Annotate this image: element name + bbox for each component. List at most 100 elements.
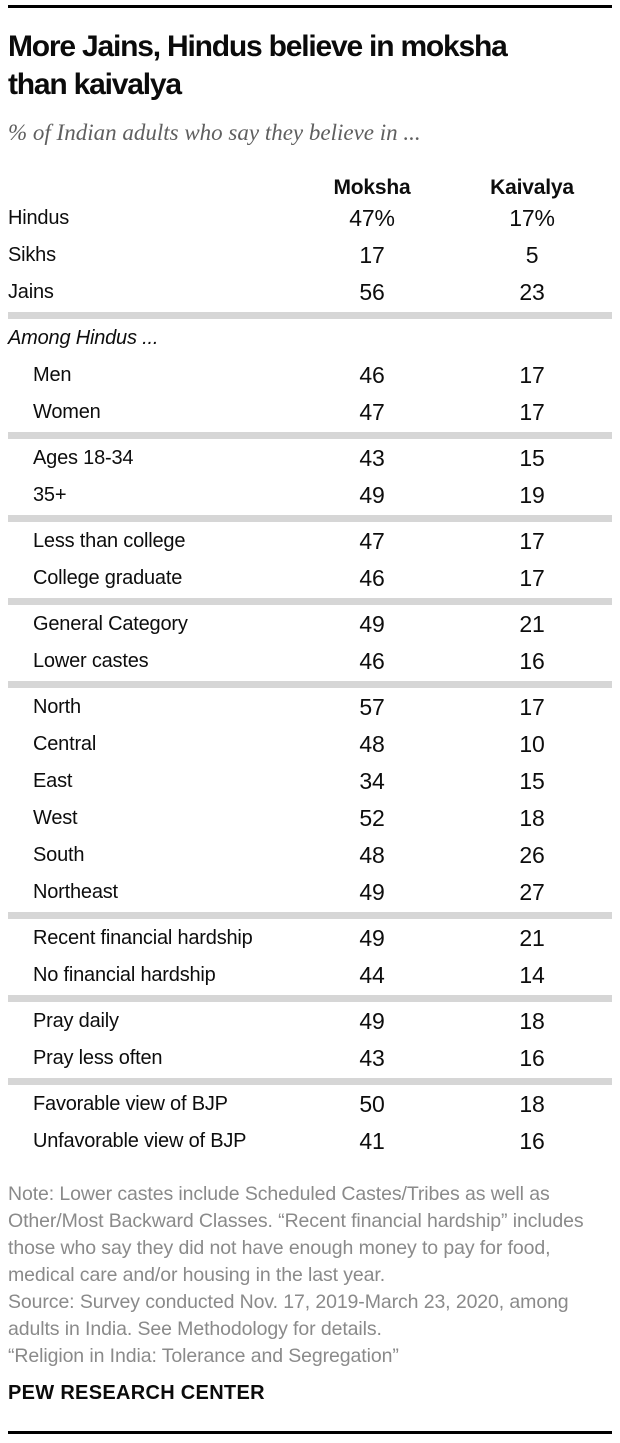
table-header-row: Moksha Kaivalya bbox=[8, 174, 612, 200]
moksha-value: 52 bbox=[359, 805, 385, 831]
moksha-value: 43 bbox=[359, 1045, 385, 1071]
row-label: Women bbox=[33, 401, 101, 423]
footnotes: Note: Lower castes include Scheduled Cas… bbox=[8, 1181, 612, 1370]
row-label: Unfavorable view of BJP bbox=[33, 1130, 247, 1152]
top-rule bbox=[8, 5, 612, 8]
moksha-value: 46 bbox=[359, 362, 385, 388]
table-row-north: North 57 17 bbox=[8, 689, 612, 726]
row-label: Northeast bbox=[33, 881, 118, 903]
kaivalya-value: 18 bbox=[519, 1008, 545, 1034]
data-table: Moksha Kaivalya Hindus 47% 17% Sikhs 17 … bbox=[8, 174, 612, 1160]
moksha-value: 43 bbox=[359, 445, 385, 471]
table-row-northeast: Northeast 49 27 bbox=[8, 874, 612, 911]
moksha-value: 47 bbox=[359, 399, 385, 425]
table-row-pray-daily: Pray daily 49 18 bbox=[8, 1003, 612, 1040]
row-label: Recent financial hardship bbox=[33, 927, 253, 949]
row-label: Pray daily bbox=[33, 1010, 119, 1032]
row-label: Jains bbox=[8, 281, 54, 303]
report-title-text: “Religion in India: Tolerance and Segreg… bbox=[8, 1345, 399, 1367]
section-divider bbox=[8, 681, 612, 688]
kaivalya-value: 18 bbox=[519, 1091, 545, 1117]
moksha-value: 47 bbox=[359, 528, 385, 554]
moksha-value: 49 bbox=[359, 482, 385, 508]
section-divider bbox=[8, 1078, 612, 1085]
kaivalya-value: 17% bbox=[509, 205, 555, 231]
table-row-general-category: General Category 49 21 bbox=[8, 606, 612, 643]
kaivalya-value: 17 bbox=[519, 694, 545, 720]
kaivalya-value: 23 bbox=[519, 279, 545, 305]
page-title-line-2: than kaivalya bbox=[8, 68, 182, 101]
source-text: Source: Survey conducted Nov. 17, 2019-M… bbox=[8, 1291, 569, 1340]
kaivalya-value: 17 bbox=[519, 565, 545, 591]
kaivalya-value: 14 bbox=[519, 962, 545, 988]
kaivalya-value: 10 bbox=[519, 731, 545, 757]
table-row-recent-financial-hardship: Recent financial hardship 49 21 bbox=[8, 920, 612, 957]
table-row-no-financial-hardship: No financial hardship 44 14 bbox=[8, 957, 612, 994]
kaivalya-value: 26 bbox=[519, 842, 545, 868]
kaivalya-value: 27 bbox=[519, 879, 545, 905]
table-row-west: West 52 18 bbox=[8, 800, 612, 837]
table-row-lower-castes: Lower castes 46 16 bbox=[8, 643, 612, 680]
row-label: Pray less often bbox=[33, 1047, 163, 1069]
row-group-financial-hardship: Recent financial hardship 49 21 No finan… bbox=[8, 920, 612, 994]
kaivalya-value: 17 bbox=[519, 362, 545, 388]
row-label: North bbox=[33, 696, 81, 718]
row-label: College graduate bbox=[33, 567, 183, 589]
row-group-age: Ages 18-34 43 15 35+ 49 19 bbox=[8, 440, 612, 514]
table-row-hindus: Hindus 47% 17% bbox=[8, 200, 612, 237]
moksha-value: 49 bbox=[359, 1008, 385, 1034]
row-group-religions: Hindus 47% 17% Sikhs 17 5 Jains 56 23 bbox=[8, 200, 612, 311]
moksha-value: 56 bbox=[359, 279, 385, 305]
table-row-jains: Jains 56 23 bbox=[8, 274, 612, 311]
section-divider bbox=[8, 598, 612, 605]
section-divider bbox=[8, 912, 612, 919]
column-header-moksha: Moksha bbox=[333, 176, 411, 199]
table-row-pray-less-often: Pray less often 43 16 bbox=[8, 1040, 612, 1077]
table-row-men: Men 46 17 bbox=[8, 357, 612, 394]
row-group-caste: General Category 49 21 Lower castes 46 1… bbox=[8, 606, 612, 680]
moksha-value: 50 bbox=[359, 1091, 385, 1117]
kaivalya-value: 18 bbox=[519, 805, 545, 831]
row-group-region: North 57 17 Central 48 10 East 34 15 Wes… bbox=[8, 689, 612, 911]
kaivalya-value: 16 bbox=[519, 1045, 545, 1071]
bottom-rule bbox=[8, 1431, 612, 1434]
moksha-value: 49 bbox=[359, 879, 385, 905]
section-label-text: Among Hindus ... bbox=[8, 327, 159, 349]
table-row-favorable-view-of-bjp: Favorable view of BJP 50 18 bbox=[8, 1086, 612, 1123]
row-label: Men bbox=[33, 364, 72, 386]
row-label: East bbox=[33, 770, 73, 792]
kaivalya-value: 19 bbox=[519, 482, 545, 508]
section-divider bbox=[8, 432, 612, 439]
note-text: Note: Lower castes include Scheduled Cas… bbox=[8, 1183, 584, 1286]
moksha-value: 46 bbox=[359, 648, 385, 674]
column-header-kaivalya: Kaivalya bbox=[490, 176, 574, 199]
table-row-women: Women 47 17 bbox=[8, 394, 612, 431]
table-row-south: South 48 26 bbox=[8, 837, 612, 874]
moksha-value: 34 bbox=[359, 768, 385, 794]
kaivalya-value: 17 bbox=[519, 399, 545, 425]
section-divider bbox=[8, 995, 612, 1002]
kaivalya-value: 16 bbox=[519, 1128, 545, 1154]
row-group-prayer: Pray daily 49 18 Pray less often 43 16 bbox=[8, 1003, 612, 1077]
row-label: West bbox=[33, 807, 78, 829]
chart-subtitle: % of Indian adults who say they believe … bbox=[8, 120, 421, 145]
row-group-gender: Men 46 17 Women 47 17 bbox=[8, 357, 612, 431]
row-label: No financial hardship bbox=[33, 964, 216, 986]
pew-research-center-wordmark: PEW RESEARCH CENTER bbox=[8, 1382, 265, 1404]
kaivalya-value: 16 bbox=[519, 648, 545, 674]
table-row-35-plus: 35+ 49 19 bbox=[8, 477, 612, 514]
table-row-central: Central 48 10 bbox=[8, 726, 612, 763]
row-label: Less than college bbox=[33, 530, 186, 552]
table-row-unfavorable-view-of-bjp: Unfavorable view of BJP 41 16 bbox=[8, 1123, 612, 1160]
table-row-east: East 34 15 bbox=[8, 763, 612, 800]
moksha-value: 46 bbox=[359, 565, 385, 591]
pew-table-card: More Jains, Hindus believe in moksha tha… bbox=[0, 5, 620, 1434]
row-label: Central bbox=[33, 733, 97, 755]
moksha-value: 49 bbox=[359, 611, 385, 637]
table-row-less-than-college: Less than college 47 17 bbox=[8, 523, 612, 560]
table-row-ages-18-34: Ages 18-34 43 15 bbox=[8, 440, 612, 477]
section-divider bbox=[8, 312, 612, 319]
page-title: More Jains, Hindus believe in moksha tha… bbox=[8, 28, 612, 104]
row-label: General Category bbox=[33, 613, 188, 635]
moksha-value: 41 bbox=[359, 1128, 385, 1154]
